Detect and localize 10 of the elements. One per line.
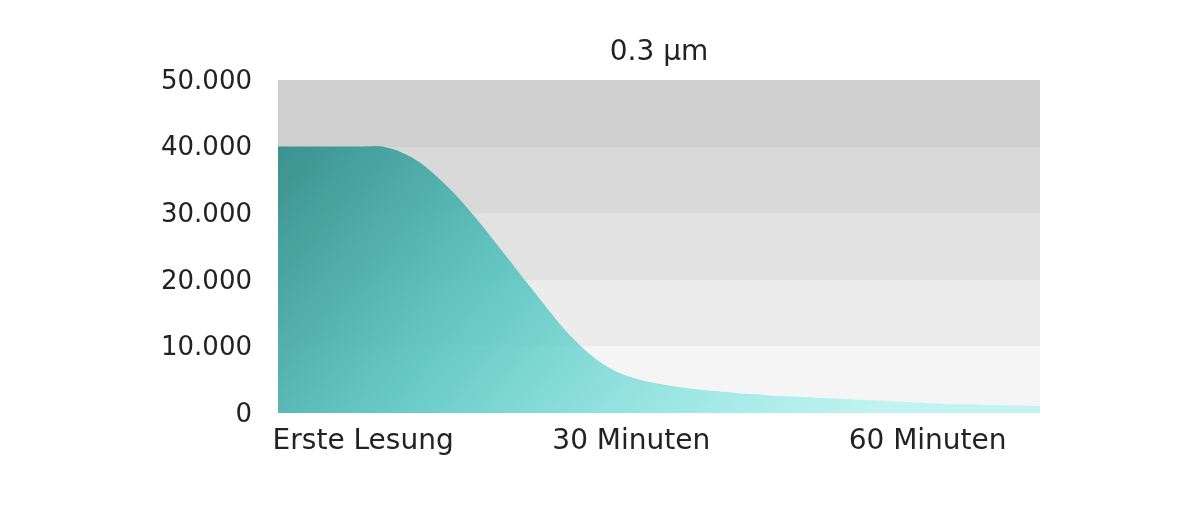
x-tick-label: 60 Minuten xyxy=(848,422,1007,456)
x-tick-label: Erste Lesung xyxy=(272,422,454,456)
y-tick-label: 20.000 xyxy=(161,264,252,295)
y-tick-label: 0 xyxy=(235,397,252,428)
y-tick-label: 50.000 xyxy=(161,64,252,95)
chart-title: 0.3 µm xyxy=(609,34,709,67)
y-tick-label: 10.000 xyxy=(161,331,252,362)
y-tick-label: 30.000 xyxy=(161,198,252,229)
x-tick-label: 30 Minuten xyxy=(552,422,711,456)
y-tick-label: 40.000 xyxy=(161,131,252,162)
